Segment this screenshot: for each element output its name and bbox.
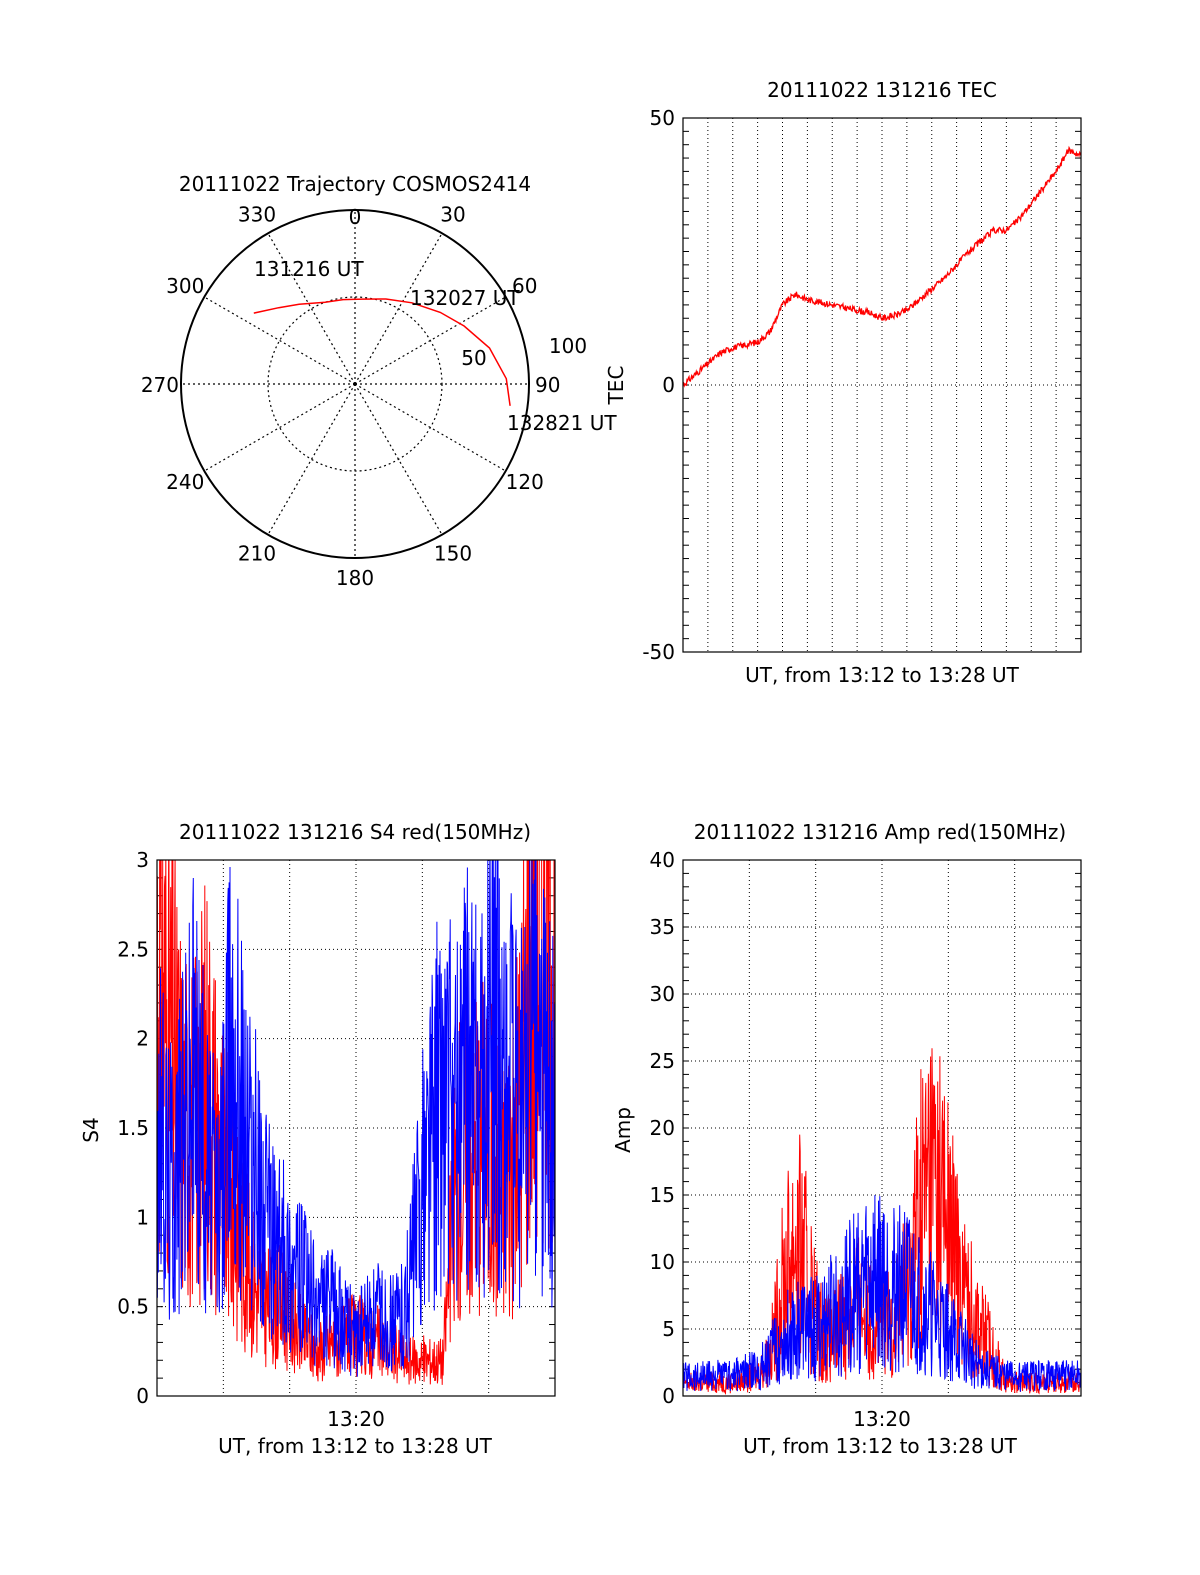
polar-radius-label: 100: [549, 334, 587, 358]
polar-trajectory-line: [253, 298, 511, 406]
series-group: [683, 145, 1081, 388]
polar-angle-label: 210: [238, 542, 276, 566]
y-tick-label: 1.5: [117, 1116, 149, 1140]
amp-ylabel: Amp: [611, 1107, 635, 1153]
y-tick-label: 0.5: [117, 1295, 149, 1319]
y-tick-label: 10: [650, 1250, 675, 1274]
s4-panel: 20111022 131216 S4 red(150MHz) UT, from …: [79, 820, 556, 1458]
series-group: [683, 1048, 1081, 1395]
polar-angle-label: 270: [141, 373, 179, 397]
y-tick-label: 15: [650, 1183, 675, 1207]
tec-ylabel: TEC: [604, 366, 628, 406]
polar-spoke: [204, 383, 356, 472]
polar-angle-label: 150: [434, 542, 472, 566]
y-tick-label: -50: [642, 640, 675, 664]
polar-radius-label: 50: [461, 346, 486, 370]
polar-spoke: [204, 296, 356, 385]
polar-angle-label: 30: [440, 202, 465, 226]
polar-annotation: 132027 UT: [410, 286, 520, 310]
polar-spoke: [267, 233, 356, 385]
polar-title: 20111022 Trajectory COSMOS2414: [179, 172, 531, 196]
polar-angle-label: 60: [512, 274, 537, 298]
y-tick-label: 1: [136, 1205, 149, 1229]
series-line-red: [683, 145, 1081, 388]
tec-xlabel: UT, from 13:12 to 13:28 UT: [745, 663, 1020, 687]
polar-ring-50: [267, 296, 443, 472]
polar-annotation: 132821 UT: [507, 411, 617, 435]
y-tick-label: 30: [650, 982, 675, 1006]
amp-title: 20111022 131216 Amp red(150MHz): [694, 820, 1066, 844]
series-group: [157, 860, 555, 1385]
polar-angle-label: 90: [535, 373, 560, 397]
y-tick-label: 35: [650, 915, 675, 939]
s4-title: 20111022 131216 S4 red(150MHz): [179, 820, 531, 844]
y-tick-label: 40: [650, 848, 675, 872]
y-tick-label: 50: [650, 106, 675, 130]
tec-panel: 20111022 131216 TEC UT, from 13:12 to 13…: [604, 78, 1082, 687]
series-line-blue: [157, 860, 555, 1377]
amp-panel: 20111022 131216 Amp red(150MHz) UT, from…: [611, 820, 1082, 1458]
polar-trajectory-panel: 20111022 Trajectory COSMOS2414 0 30 60 90 12…: [141, 172, 618, 590]
polar-spoke: [354, 233, 443, 385]
y-tick-label: 2: [136, 1027, 149, 1051]
y-tick-label: 2.5: [117, 937, 149, 961]
s4-ylabel: S4: [79, 1117, 103, 1142]
polar-angle-label: 120: [506, 470, 544, 494]
polar-annotation: 131216 UT: [254, 257, 364, 281]
series-line-red: [683, 1048, 1081, 1395]
y-tick-label: 20: [650, 1116, 675, 1140]
x-tick-label: 13:20: [853, 1407, 911, 1431]
y-tick-label: 5: [662, 1317, 675, 1341]
y-tick-label: 0: [662, 373, 675, 397]
plot-frame: [682, 117, 1082, 653]
polar-angle-label: 180: [336, 566, 374, 590]
polar-outer-ring: [180, 209, 530, 559]
y-tick-label: 0: [136, 1384, 149, 1408]
y-tick-label: 0: [662, 1384, 675, 1408]
tec-title: 20111022 131216 TEC: [767, 78, 997, 102]
polar-angle-label: 300: [166, 274, 204, 298]
series-line-blue: [683, 1195, 1081, 1392]
polar-angle-label: 240: [166, 470, 204, 494]
plot-frame: [156, 859, 556, 1397]
polar-angle-label: 0: [349, 205, 362, 229]
y-tick-label: 25: [650, 1049, 675, 1073]
x-tick-label: 13:20: [327, 1407, 385, 1431]
plot-frame: [682, 859, 1082, 1397]
polar-angle-label: 330: [238, 202, 276, 226]
s4-xlabel: UT, from 13:12 to 13:28 UT: [218, 1434, 493, 1458]
amp-xlabel: UT, from 13:12 to 13:28 UT: [743, 1434, 1018, 1458]
y-tick-label: 3: [136, 848, 149, 872]
